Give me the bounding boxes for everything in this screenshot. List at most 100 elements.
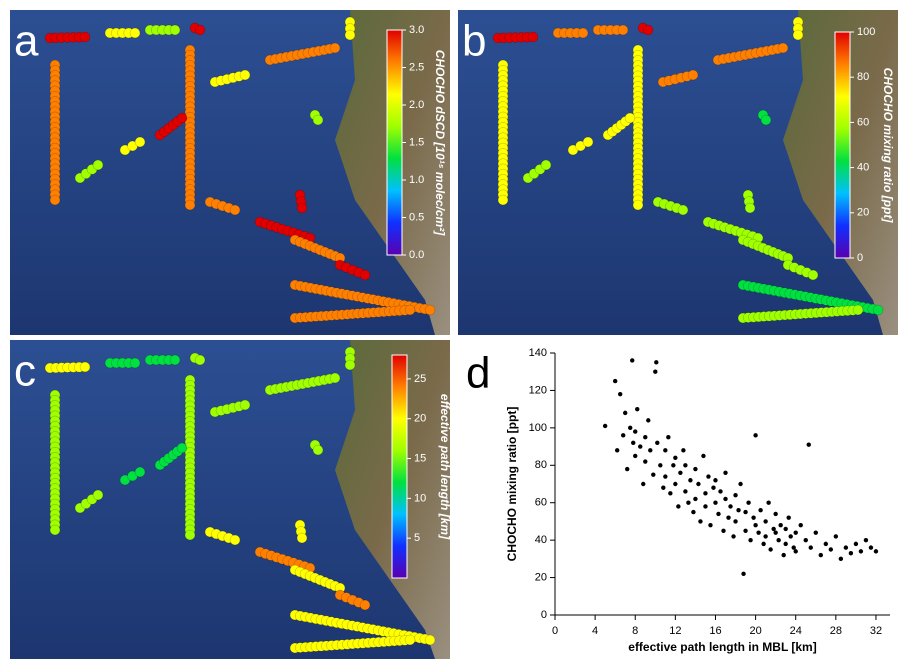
scatter-point	[746, 501, 750, 505]
track-dot	[498, 195, 508, 205]
scatter-point	[859, 549, 863, 553]
track-dot	[185, 200, 195, 210]
scatter-point	[849, 551, 853, 555]
x-tick-label: 16	[709, 625, 721, 637]
scatter-point	[713, 478, 717, 482]
track-dot	[240, 70, 250, 80]
scatter-point	[804, 538, 808, 542]
colorbar-tick-label: 0.0	[409, 249, 424, 261]
track-dot	[177, 443, 187, 453]
x-axis-label: effective path length in MBL [km]	[628, 640, 816, 654]
scatter-point	[839, 557, 843, 561]
colorbar-tick-label: 2.0	[409, 99, 424, 111]
track-dot	[745, 203, 755, 213]
scatter-point	[721, 529, 725, 533]
track-dot	[330, 373, 340, 383]
x-tick-label: 32	[870, 625, 882, 637]
scatter-point	[751, 515, 755, 519]
scatter-point	[693, 497, 697, 501]
colorbar-tick-label: 20	[414, 413, 426, 425]
colorbar-tick-label: 25	[414, 373, 426, 385]
scatter-point	[603, 424, 607, 428]
scatter-point	[786, 515, 790, 519]
scatter-point	[814, 530, 818, 534]
track-dot	[633, 200, 643, 210]
scatter-point	[753, 523, 757, 527]
track-dot	[625, 113, 635, 123]
track-dot	[360, 270, 370, 280]
scatter-point	[688, 478, 692, 482]
track-dot	[195, 25, 205, 35]
scatter-point	[696, 482, 700, 486]
track-dot	[808, 270, 818, 280]
panel-label: d	[466, 349, 490, 398]
scatter-point	[869, 545, 873, 549]
scatter-point	[628, 426, 632, 430]
track-dot	[643, 25, 653, 35]
colorbar	[835, 32, 850, 258]
scatter-point	[671, 463, 675, 467]
track-dot	[80, 362, 90, 372]
scatter-point	[718, 489, 722, 493]
colorbar-tick-label: 15	[414, 452, 426, 464]
scatter-point	[781, 553, 785, 557]
track-dot	[195, 355, 205, 365]
scatter-point	[676, 504, 680, 508]
scatter-point	[706, 474, 710, 478]
scatter-point	[658, 463, 662, 467]
scatter-point	[666, 435, 670, 439]
y-tick-label: 20	[535, 571, 547, 583]
scatter-point	[731, 534, 735, 538]
track-dot	[230, 535, 240, 545]
scatter-point	[743, 529, 747, 533]
scatter-point	[753, 433, 757, 437]
scatter-point	[733, 519, 737, 523]
track-dot	[170, 25, 180, 35]
scatter-point	[748, 538, 752, 542]
track-dot	[313, 445, 323, 455]
track-dot	[360, 600, 370, 610]
scatter-point	[834, 534, 838, 538]
track-dot	[135, 137, 145, 147]
track-dot	[297, 203, 307, 213]
y-tick-label: 0	[541, 609, 547, 621]
scatter-point	[646, 418, 650, 422]
scatter-point	[723, 471, 727, 475]
scatter-point	[661, 486, 665, 490]
track-dot	[678, 205, 688, 215]
scatter-point	[663, 474, 667, 478]
scatter-point	[716, 512, 720, 516]
scatter-point	[625, 467, 629, 471]
scatter-point	[683, 463, 687, 467]
track-dot	[618, 25, 628, 35]
y-axis-label: CHOCHO mixing ratio [ppt]	[505, 407, 519, 562]
scatter-point	[683, 489, 687, 493]
scatter-point	[799, 523, 803, 527]
scatter-point	[783, 527, 787, 531]
scatter-point	[693, 467, 697, 471]
colorbar	[387, 30, 402, 255]
scatter-point	[864, 538, 868, 542]
scatter-point	[773, 512, 777, 516]
scatter-point	[819, 553, 823, 557]
x-tick-label: 24	[790, 625, 802, 637]
scatter-point	[673, 456, 677, 460]
scatter-point	[761, 542, 765, 546]
scatter-point	[783, 542, 787, 546]
scatter-point	[723, 497, 727, 501]
scatter-point	[738, 482, 742, 486]
y-tick-label: 40	[535, 534, 547, 546]
scatter-point	[792, 545, 796, 549]
scatter-point	[741, 572, 745, 576]
scatter-point	[631, 441, 635, 445]
scatter-point	[698, 519, 702, 523]
track-dot	[425, 305, 435, 315]
scatter-point	[728, 504, 732, 508]
scatter-point	[663, 448, 667, 452]
scatter-point	[701, 454, 705, 458]
x-tick-label: 12	[669, 625, 681, 637]
panel-label: c	[14, 347, 36, 396]
colorbar-tick-label: 5	[414, 532, 420, 544]
track-dot	[778, 43, 788, 53]
scatter-point	[807, 443, 811, 447]
